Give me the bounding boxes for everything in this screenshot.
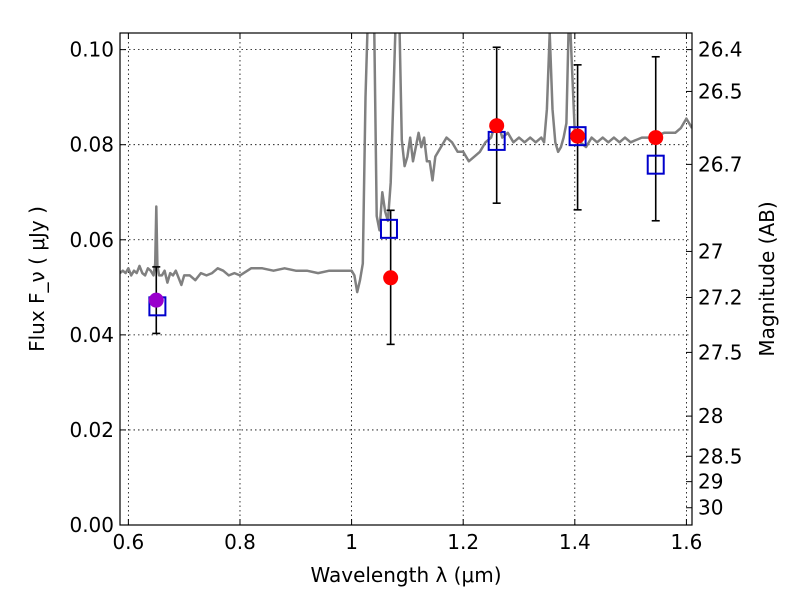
y2-tick-label-7: 28.5 [698,444,743,468]
x-tick-label-1: 0.8 [224,530,256,554]
y-tick-label-4: 0.08 [69,133,114,157]
y-tick-label-3: 0.06 [69,228,114,252]
y2-tick-label-2: 26.7 [698,152,743,176]
y-tick-label-5: 0.10 [69,38,114,62]
y-tick-label-1: 0.02 [69,418,114,442]
y2-tick-label-6: 28 [698,404,723,428]
x-tick-label-2: 1 [345,530,358,554]
model-spectrum-line [120,33,692,294]
plot-area [120,33,692,346]
grid-lines [120,33,692,526]
y2-tick-label-8: 29 [698,470,723,494]
model-point-3 [568,126,587,147]
y2-tick-label-5: 27.5 [698,340,743,364]
x-tick-label-3: 1.2 [447,530,479,554]
y2-tick-label-3: 27 [698,239,723,263]
x-axis-label: Wavelength λ (μm) [310,563,501,587]
y2-axis-label: Magnitude (AB) [755,201,779,356]
observed-point-0 [148,292,164,308]
model-point-4 [646,154,665,175]
observed-points [148,118,664,308]
x-tick-label-5: 1.6 [671,530,703,554]
y2-tick-label-4: 27.2 [698,285,743,309]
y2-tick-label-1: 26.5 [698,79,743,103]
y-axis-label: Flux F_ν ( μJy ) [25,206,49,352]
x-tick-label-4: 1.4 [559,530,591,554]
observed-point-3 [570,128,586,144]
observed-point-4 [648,130,664,146]
x-tick-label-0: 0.6 [112,530,144,554]
y-tick-label-2: 0.04 [69,323,114,347]
axis-ticks [120,33,692,526]
y-tick-label-0: 0.00 [69,513,114,537]
y2-tick-label-9: 30 [698,496,723,520]
y2-tick-label-0: 26.4 [698,38,743,62]
model-point-1 [379,218,398,239]
observed-point-2 [489,118,505,134]
error-bars [152,46,660,346]
plot-frame [119,32,693,526]
tick-labels: 0.6 0.8 1 1.2 1.4 1.6 0.00 0.02 0.04 0.06 0.08 0.10… [69,38,742,554]
observed-point-1 [383,270,399,286]
